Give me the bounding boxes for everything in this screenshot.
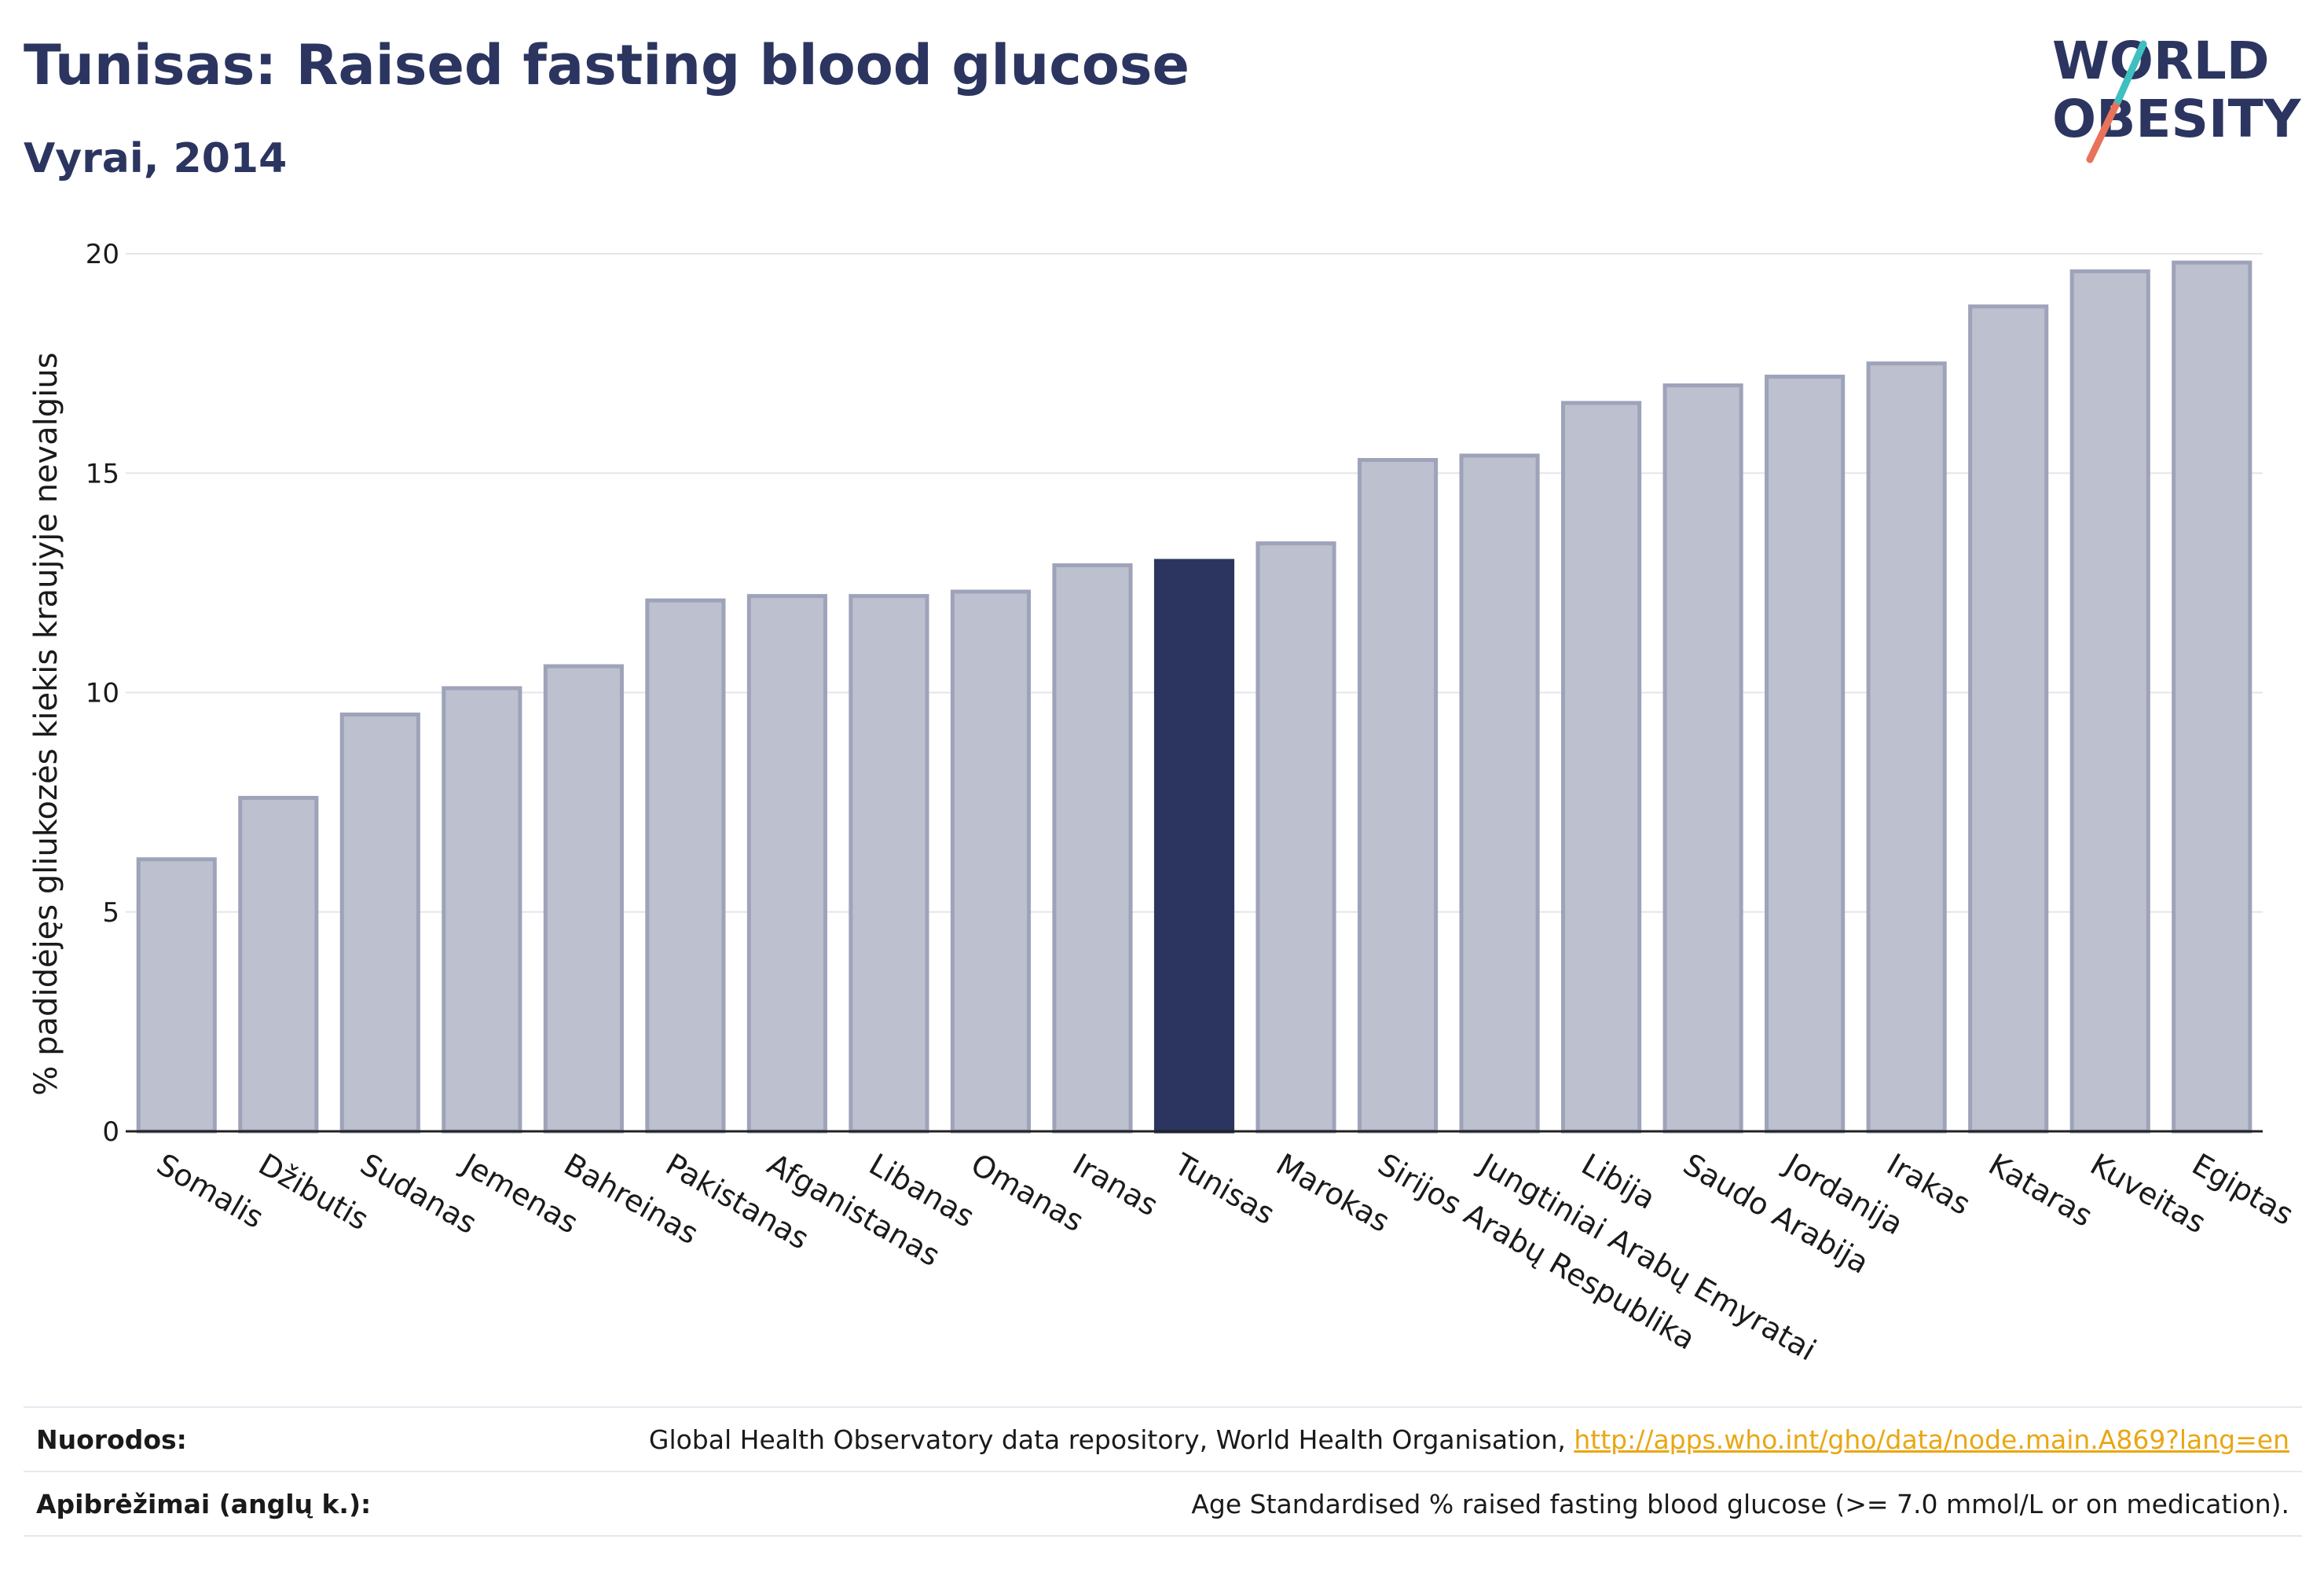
chart-title: Tunisas: Raised fasting blood glucose — [24, 33, 1189, 97]
world-obesity-logo: WORLD OBESITY — [2052, 31, 2302, 163]
bar — [238, 796, 319, 1134]
bar — [442, 686, 522, 1134]
x-tick-label: Jemenas — [455, 1146, 584, 1241]
definitions-text: Age Standardised % raised fasting blood … — [1191, 1488, 2289, 1519]
logo-line-2: OBESITY — [2052, 89, 2302, 149]
bar — [1968, 304, 2049, 1134]
bar — [1459, 453, 1540, 1134]
bar-chart: 05101520SomalisDžibutisSudanasJemenasBah… — [28, 239, 2300, 1368]
bar — [645, 598, 726, 1134]
bar — [1662, 383, 1743, 1134]
sources-value: Global Health Observatory data repositor… — [649, 1424, 2302, 1455]
sources-label: Nuorodos: — [36, 1424, 187, 1455]
y-tick-label: 15 — [86, 458, 119, 489]
bar — [2172, 260, 2253, 1134]
sources-text: Global Health Observatory data repositor… — [648, 1424, 1574, 1455]
bar — [1765, 374, 1846, 1134]
x-tick-label: Sudanas — [354, 1147, 482, 1241]
bar — [1357, 457, 1439, 1134]
y-tick-label: 5 — [102, 897, 119, 929]
sources-link[interactable]: http://apps.who.int/gho/data/node.main.A… — [1574, 1424, 2289, 1455]
logo-line-1: WORLD — [2052, 31, 2270, 91]
sources-row: Nuorodos: Global Health Observatory data… — [24, 1406, 2302, 1471]
bar — [339, 712, 420, 1134]
x-tick-label: Omanas — [965, 1147, 1089, 1239]
bar — [136, 857, 217, 1134]
y-tick-label: 20 — [86, 239, 119, 270]
x-tick-label: Afganistanas — [761, 1147, 945, 1274]
definitions-label: Apibrėžimai (anglų k.): — [36, 1488, 372, 1519]
x-tick-label: Marokas — [1270, 1147, 1395, 1239]
x-tick-label: Somalis — [151, 1147, 269, 1235]
chart-subtitle: Vyrai, 2014 — [24, 135, 288, 182]
bar — [1153, 559, 1235, 1134]
bar — [1866, 361, 1947, 1134]
bar — [543, 664, 624, 1134]
bar — [1052, 563, 1133, 1134]
logo-slash-upper — [2114, 40, 2147, 104]
x-tick-label: Kataras — [1983, 1147, 2099, 1233]
x-tick-label: Tunisas — [1168, 1146, 1281, 1231]
y-tick-label: 0 — [102, 1116, 119, 1148]
bar — [2069, 269, 2150, 1134]
bar — [1561, 401, 1642, 1134]
bar — [950, 589, 1032, 1134]
logo-slash-lower — [2086, 97, 2122, 163]
definitions-row: Apibrėžimai (anglų k.): Age Standardised… — [24, 1471, 2302, 1537]
footer: Nuorodos: Global Health Observatory data… — [24, 1406, 2302, 1537]
x-tick-label: Džibutis — [253, 1147, 375, 1237]
y-tick-label: 10 — [86, 678, 119, 709]
bar — [849, 594, 929, 1134]
y-axis-label: % padidėjęs gliukozės kiekis kraujyje ne… — [28, 352, 64, 1095]
bar — [746, 594, 827, 1134]
x-tick-label: Kuveitas — [2084, 1147, 2212, 1241]
bar — [1255, 541, 1336, 1134]
